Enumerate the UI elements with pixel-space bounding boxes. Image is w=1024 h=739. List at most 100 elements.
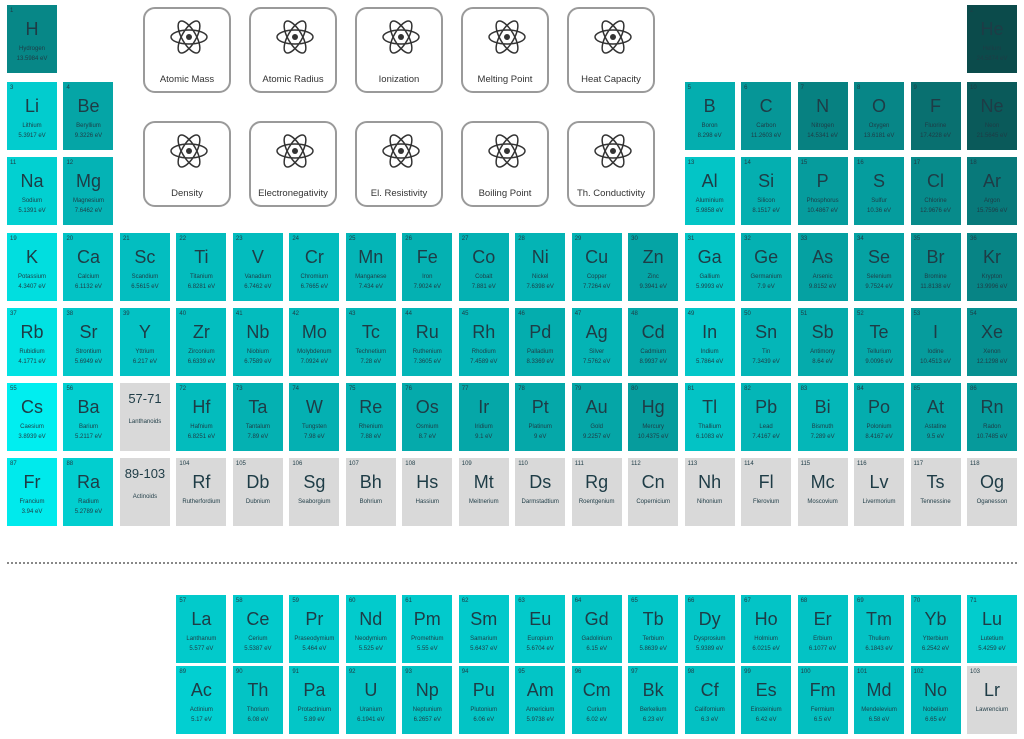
ionization-energy: 6.1083 eV xyxy=(695,434,724,440)
element-cell: 9 F Fluorine 17.4228 eV xyxy=(910,82,961,150)
element-name: Californium xyxy=(694,707,725,713)
element-symbol: Kr xyxy=(982,247,1001,267)
element-name: Fluorine xyxy=(924,123,947,129)
atomic-number: 89 xyxy=(179,669,187,675)
ionization-energy: 6.5 eV xyxy=(813,717,832,723)
element-cell: 85 At Astatine 9.5 eV xyxy=(910,383,961,451)
element-name: Meitnerium xyxy=(468,499,499,505)
element-symbol: Ti xyxy=(194,247,209,267)
ionization-energy: 7.88 eV xyxy=(360,434,382,440)
property-button[interactable]: Atomic Radius xyxy=(249,7,337,93)
element-cell: 22 Ti Titanium 6.8281 eV xyxy=(176,233,227,301)
atomic-number: 68 xyxy=(800,598,808,604)
element-symbol: At xyxy=(927,397,945,417)
ionization-energy: 9.1 eV xyxy=(475,434,493,440)
atomic-number: 96 xyxy=(574,669,582,675)
element-symbol: Se xyxy=(868,247,891,267)
element-symbol: Bk xyxy=(642,680,664,700)
element-cell: 24 Cr Chromium 6.7665 eV xyxy=(289,233,340,301)
property-button[interactable]: Boiling Point xyxy=(461,121,549,207)
element-cell: 94 Pu Plutonium 6.06 eV xyxy=(458,666,509,734)
property-button[interactable]: Atomic Mass xyxy=(143,7,231,93)
element-symbol: Hg xyxy=(641,397,665,417)
element-cell: 95 Am Americium 5.9738 eV xyxy=(515,666,566,734)
element-name: Ruthenium xyxy=(412,349,442,355)
element-symbol: Rf xyxy=(192,472,211,492)
element-cell: 104 Rf Rutherfordium xyxy=(176,458,227,526)
element-name: Roentgenium xyxy=(578,499,615,505)
element-symbol: Mn xyxy=(358,247,384,267)
ionization-energy: 10.36 eV xyxy=(867,208,892,214)
property-button[interactable]: Density xyxy=(143,121,231,207)
atomic-number: 95 xyxy=(518,669,525,675)
atomic-number: 29 xyxy=(574,236,582,242)
element-symbol: Rg xyxy=(585,472,609,492)
element-symbol: He xyxy=(980,19,1004,39)
atomic-number: 23 xyxy=(235,236,243,242)
series-placeholder: 57-71 Lanthanoids xyxy=(119,383,170,451)
element-name: Lanthanum xyxy=(186,636,217,642)
element-name: Actinium xyxy=(189,707,213,713)
element-symbol: Ne xyxy=(980,96,1004,116)
element-symbol: Mo xyxy=(301,322,327,342)
ionization-energy: 5.7864 eV xyxy=(695,359,724,365)
property-button[interactable]: Melting Point xyxy=(461,7,549,93)
element-cell: 7 N Nitrogen 14.5341 eV xyxy=(797,82,848,150)
element-name: Seaborgium xyxy=(298,499,331,505)
element-cell: 98 Cf Californium 6.3 eV xyxy=(684,666,735,734)
atomic-number: 50 xyxy=(744,311,751,317)
ionization-energy: 5.1391 eV xyxy=(18,208,46,214)
element-cell: 109 Mt Meitnerium xyxy=(458,458,509,526)
element-name: Platinum xyxy=(528,424,552,430)
element-symbol: Co xyxy=(472,247,496,267)
atomic-number: 113 xyxy=(687,461,698,467)
button-label: Ionization xyxy=(378,74,420,85)
property-button[interactable]: El. Resistivity xyxy=(355,121,443,207)
element-symbol: Cr xyxy=(304,247,324,267)
atomic-number: 27 xyxy=(461,236,469,242)
atomic-number: 65 xyxy=(631,598,638,604)
property-button[interactable]: Heat Capacity xyxy=(567,7,655,93)
element-cell: 4 Be Beryllium 9.3226 eV xyxy=(63,82,114,150)
ionization-energy: 5.5387 eV xyxy=(244,646,272,652)
element-symbol: Ca xyxy=(76,247,100,267)
atomic-number: 98 xyxy=(687,669,695,675)
atomic-number: 117 xyxy=(913,461,924,467)
element-symbol: S xyxy=(873,171,886,191)
atomic-number: 6 xyxy=(744,85,748,91)
atomic-number: 53 xyxy=(913,311,921,317)
atomic-number: 97 xyxy=(631,669,638,675)
element-symbol: O xyxy=(872,96,887,116)
series-range: 89-103 xyxy=(124,466,166,481)
element-cell: 110 Ds Darmstadtium xyxy=(515,458,566,526)
element-symbol: Ar xyxy=(982,171,1001,191)
atomic-number: 48 xyxy=(631,311,638,317)
element-symbol: Nh xyxy=(698,472,722,492)
element-name: Cadmium xyxy=(640,349,666,355)
element-cell: 48 Cd Cadmium 8.9937 eV xyxy=(628,308,679,376)
element-symbol: Gd xyxy=(584,609,609,629)
element-symbol: Na xyxy=(20,171,44,191)
atomic-number: 33 xyxy=(800,236,808,242)
element-symbol: Sr xyxy=(79,322,98,342)
atomic-number: 46 xyxy=(518,311,525,317)
element-cell: 51 Sb Antimony 8.64 eV xyxy=(797,308,848,376)
atomic-number: 5 xyxy=(687,85,691,91)
ionization-energy: 3.94 eV xyxy=(21,509,43,515)
element-symbol: Ac xyxy=(190,680,212,700)
atomic-number: 105 xyxy=(235,461,246,467)
ionization-energy: 6.7462 eV xyxy=(244,284,272,290)
ionization-energy: 12.9676 eV xyxy=(920,208,951,214)
atomic-number: 54 xyxy=(969,311,977,317)
property-button[interactable]: Ionization xyxy=(355,7,443,93)
element-cell: 99 Es Einsteinium 6.42 eV xyxy=(741,666,792,734)
element-name: Manganese xyxy=(355,274,387,280)
element-cell: 47 Ag Silver 7.5762 eV xyxy=(571,308,622,376)
property-button[interactable]: Electronegativity xyxy=(249,121,337,207)
property-button[interactable]: Th. Conductivity xyxy=(567,121,655,207)
element-name: Nobelium xyxy=(922,707,949,713)
element-cell: 20 Ca Calcium 6.1132 eV xyxy=(63,233,114,301)
atomic-number: 91 xyxy=(292,669,300,675)
element-name: Cobalt xyxy=(475,274,493,280)
element-cell: 92 U Uranium 6.1941 eV xyxy=(345,666,396,734)
